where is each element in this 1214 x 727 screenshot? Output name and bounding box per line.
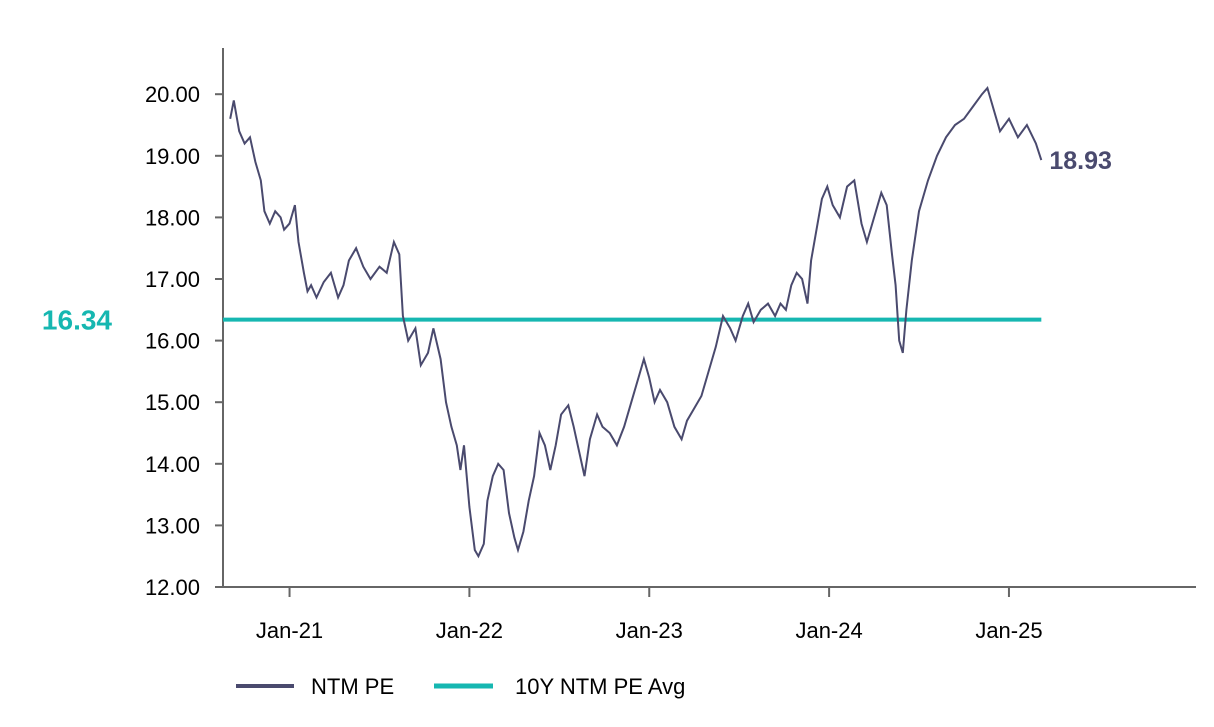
- x-tick-label: Jan-23: [616, 618, 683, 643]
- ntm-pe-line: [229, 85, 1043, 559]
- y-tick-label: 15.00: [145, 390, 200, 415]
- legend: NTM PE 10Y NTM PE Avg: [236, 674, 685, 699]
- y-axis-labels: 12.00 13.00 14.00 15.00 16.00 17.00 18.00 19.00…: [145, 82, 200, 600]
- x-tick-label: Jan-25: [975, 618, 1042, 643]
- y-tick-label: 19.00: [145, 144, 200, 169]
- x-tick-label: Jan-22: [436, 618, 503, 643]
- latest-value-callout: 18.93: [1049, 147, 1112, 175]
- y-axis-ticks: [215, 93, 223, 588]
- y-tick-label: 20.00: [145, 82, 200, 107]
- legend-label-10y-avg: 10Y NTM PE Avg: [515, 674, 685, 699]
- x-axis-labels: Jan-21 Jan-22 Jan-23 Jan-24 Jan-25: [256, 618, 1043, 643]
- y-tick-label: 16.00: [145, 329, 200, 354]
- y-tick-label: 13.00: [145, 513, 200, 538]
- y-tick-label: 14.00: [145, 452, 200, 477]
- legend-label-ntm-pe: NTM PE: [311, 674, 394, 699]
- x-axis-ticks: [288, 587, 1010, 597]
- average-callout: 16.34: [42, 305, 112, 336]
- y-tick-label: 17.00: [145, 267, 200, 292]
- x-tick-label: Jan-21: [256, 618, 323, 643]
- y-tick-label: 12.00: [145, 575, 200, 600]
- y-tick-label: 18.00: [145, 205, 200, 230]
- x-tick-label: Jan-24: [795, 618, 862, 643]
